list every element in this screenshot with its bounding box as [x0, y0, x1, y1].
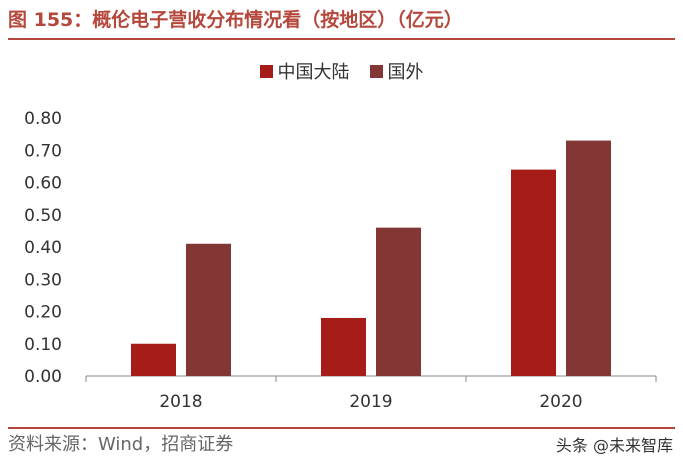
y-tick-label: 0.30: [24, 270, 62, 290]
bar-overseas-2018: [186, 243, 231, 376]
bar-overseas-2020: [566, 140, 611, 376]
y-tick-label: 0.00: [24, 367, 62, 387]
legend-label-overseas: 国外: [387, 62, 424, 83]
y-tick-label: 0.60: [24, 174, 62, 194]
bar-china-2018: [131, 343, 176, 376]
bar-china-2020: [511, 169, 556, 376]
y-tick-label: 0.10: [24, 335, 62, 355]
legend-item-china: 中国大陆: [259, 58, 350, 84]
page-title: 图 155：概伦电子营收分布情况看（按地区）（亿元）: [8, 9, 463, 31]
source-note: 资料来源：Wind，招商证券: [8, 434, 234, 455]
bar-overseas-2019: [376, 227, 421, 376]
footer-divider: [8, 427, 675, 429]
y-tick-label: 0.70: [24, 141, 62, 161]
y-tick-label: 0.50: [24, 206, 62, 226]
bar-chart: 0.00 0.10 0.20 0.30 0.40 0.50 0.60 0.70 0.80 2018…: [24, 109, 657, 412]
legend-swatch-china: [259, 64, 273, 78]
bar-china-2019: [321, 317, 366, 376]
title-divider: [8, 38, 675, 40]
y-tick-label: 0.40: [24, 238, 62, 258]
x-tick-label: 2018: [159, 392, 202, 412]
legend-item-overseas: 国外: [369, 58, 424, 84]
y-tick-label: 0.80: [24, 109, 62, 129]
chart-legend: 中国大陆 国外: [0, 58, 683, 84]
legend-label-china: 中国大陆: [277, 62, 350, 83]
x-tick-label: 2019: [349, 392, 392, 412]
y-tick-label: 0.20: [24, 303, 62, 323]
legend-swatch-overseas: [369, 64, 383, 78]
watermark: 头条 @未来智库: [555, 436, 673, 455]
x-tick-label: 2020: [539, 392, 582, 412]
